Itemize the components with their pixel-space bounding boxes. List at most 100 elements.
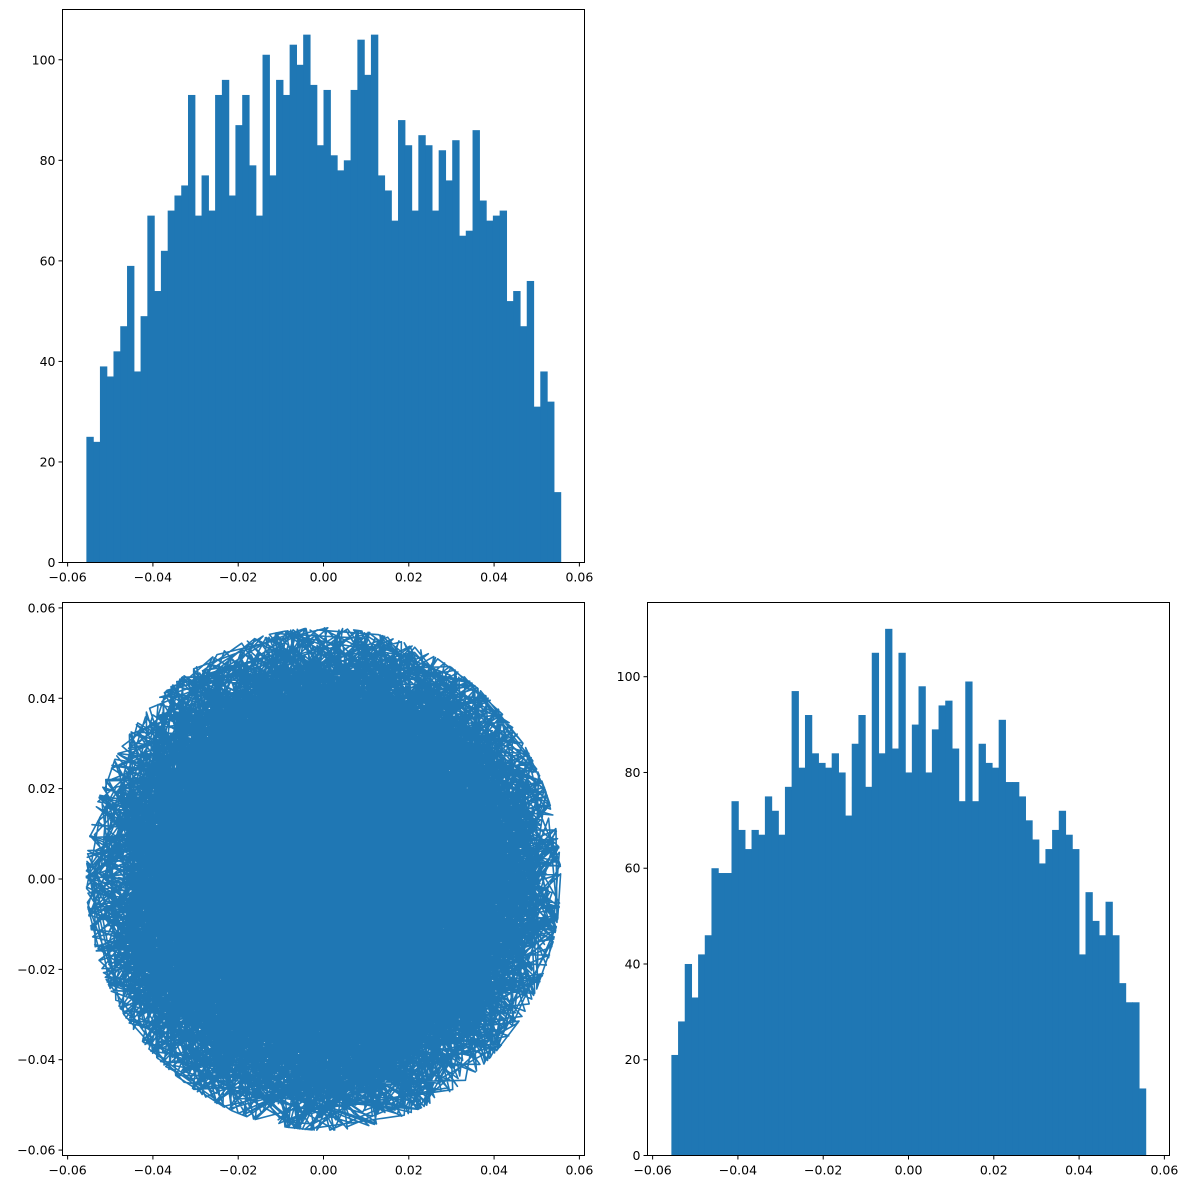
histogram-bar	[1098, 935, 1107, 1156]
histogram-bar	[991, 767, 1000, 1156]
x-tick-label: −0.02	[219, 1163, 257, 1178]
histogram-bar	[276, 79, 284, 563]
chart-panel-top-left: −0.06 −0.04 −0.02 0.00 0.02 0.04 0.06 0 20 40 60 8…	[32, 9, 593, 585]
histogram-bar	[1092, 920, 1100, 1156]
histogram-bar	[1138, 1088, 1147, 1156]
histogram-bar	[704, 935, 713, 1156]
histogram-bar	[845, 815, 853, 1156]
histogram-bar	[377, 175, 386, 563]
chart-panel-bottom-right: −0.06 −0.04 −0.02 0.00 0.02 0.04 0.06 0 20 40 60 8…	[617, 602, 1178, 1178]
y-ticks-bottom-right: 0 20 40 60 80 100	[617, 669, 648, 1163]
histogram-bar	[778, 834, 786, 1156]
histogram-bar	[671, 1054, 679, 1156]
histogram-bar	[1112, 935, 1120, 1156]
histogram-bar	[506, 301, 514, 563]
histogram-bar	[350, 89, 358, 563]
histogram-bar	[918, 686, 926, 1156]
histogram-bar	[898, 652, 906, 1156]
y-tick-label: 80	[40, 153, 56, 168]
x-tick-label: −0.06	[48, 570, 86, 585]
histogram-bar	[825, 767, 833, 1156]
histogram-bar	[235, 125, 243, 563]
histogram-bar	[905, 772, 913, 1156]
histogram-bar	[384, 190, 392, 563]
histogram-bar	[86, 436, 94, 563]
histogram-bar	[391, 220, 399, 563]
y-tick-label: −0.04	[17, 1052, 55, 1067]
histogram-bar	[1032, 839, 1040, 1156]
histogram-bar	[951, 748, 960, 1156]
histogram-bar	[364, 74, 372, 563]
histogram-bar	[718, 873, 726, 1156]
histogram-bar	[804, 715, 813, 1156]
x-tick-label: 0.00	[310, 570, 338, 585]
histogram-bar	[526, 280, 535, 563]
x-tick-label: 0.06	[565, 1163, 593, 1178]
histogram-bar	[751, 829, 759, 1156]
histogram-bar	[831, 753, 839, 1156]
y-tick-label: 80	[625, 765, 641, 780]
y-tick-label: 0.06	[28, 600, 56, 615]
x-tick-label: 0.06	[565, 570, 593, 585]
histogram-bar	[248, 165, 257, 563]
x-tick-label: 0.04	[1065, 1163, 1093, 1178]
histogram-bar	[533, 406, 541, 563]
y-tick-label: 0	[48, 555, 56, 570]
histogram-bar	[691, 997, 699, 1156]
histogram-bar	[215, 94, 223, 563]
histogram-bar	[731, 801, 739, 1156]
y-tick-label: 20	[625, 1052, 641, 1067]
histogram-bar	[738, 829, 746, 1156]
histogram-bar	[965, 681, 973, 1156]
histogram-bar	[553, 492, 562, 563]
histogram-bar	[438, 150, 447, 563]
y-tick-label: 0.04	[28, 691, 56, 706]
histogram-bar	[798, 767, 806, 1156]
histogram-bottom-right-bars	[671, 628, 1147, 1156]
histogram-bar	[744, 849, 753, 1156]
x-tick-label: 0.02	[980, 1163, 1008, 1178]
histogram-bar	[998, 719, 1006, 1156]
histogram-bar	[784, 786, 793, 1156]
histogram-bar	[343, 160, 352, 563]
x-ticks-bottom-right: −0.06 −0.04 −0.02 0.00 0.02 0.04 0.06	[633, 1155, 1178, 1178]
histogram-bar	[1125, 1002, 1133, 1156]
histogram-bar	[316, 145, 325, 563]
histogram-bar	[147, 215, 155, 563]
histogram-bar	[978, 743, 986, 1156]
histogram-bar	[911, 724, 920, 1156]
x-tick-label: 0.06	[1150, 1163, 1178, 1178]
histogram-bar	[540, 371, 548, 563]
histogram-bar	[330, 155, 338, 563]
histogram-bar	[221, 79, 230, 563]
histogram-bar	[303, 34, 311, 563]
histogram-bar	[1132, 1002, 1140, 1156]
histogram-bar	[113, 351, 121, 563]
y-tick-label: −0.06	[17, 1143, 55, 1158]
histogram-bar	[398, 120, 406, 563]
histogram-bar	[758, 834, 766, 1156]
histogram-bar	[188, 94, 196, 563]
histogram-bar	[404, 145, 413, 563]
histogram-bar	[547, 401, 555, 563]
histogram-bar	[1005, 782, 1013, 1156]
histogram-bar	[925, 772, 933, 1156]
histogram-bar	[1058, 810, 1067, 1156]
histogram-bar	[764, 796, 773, 1156]
histogram-bar	[878, 753, 886, 1156]
histogram-bar	[465, 230, 474, 563]
histogram-bar	[106, 376, 115, 563]
y-ticks-top-left: 0 20 40 60 80 100	[32, 52, 63, 570]
histogram-bar	[698, 954, 706, 1156]
histogram-bar	[411, 210, 419, 563]
histogram-bar	[208, 210, 216, 563]
x-tick-label: 0.04	[480, 1163, 508, 1178]
histogram-bar	[885, 628, 893, 1156]
y-tick-label: 100	[617, 669, 641, 684]
histogram-bar	[99, 366, 108, 563]
histogram-bar	[323, 89, 331, 563]
histogram-bar	[958, 801, 966, 1156]
histogram-bar	[851, 743, 860, 1156]
histogram-bar	[431, 210, 440, 563]
